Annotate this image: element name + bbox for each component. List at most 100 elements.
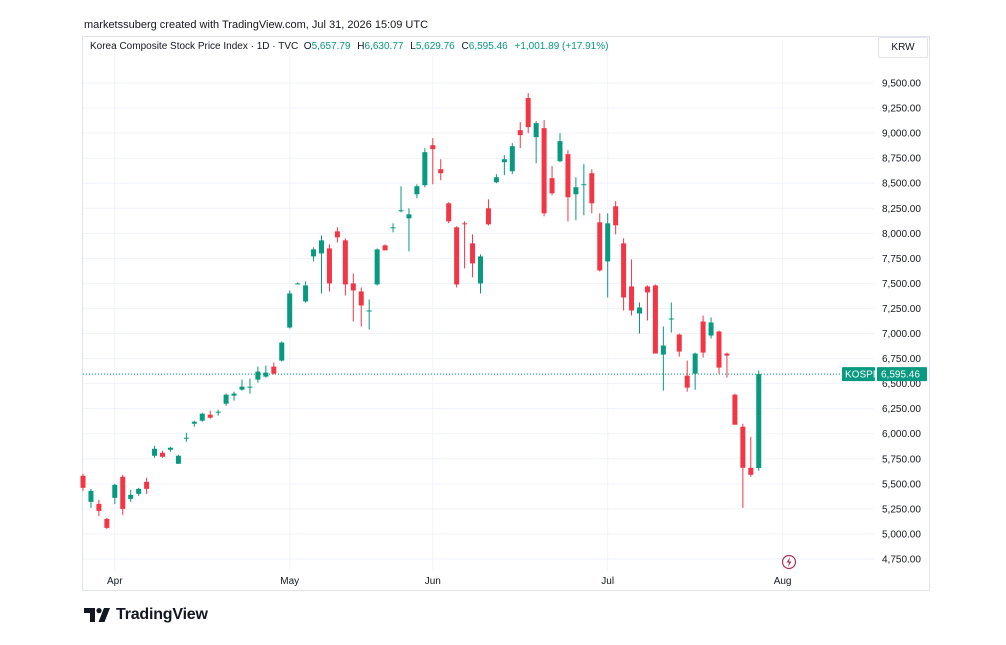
y-tick-label: 6,750.00 [882,354,921,365]
candle-body [167,447,173,450]
candle-body [470,243,476,264]
candle-body [716,331,722,368]
candle-body [279,342,285,361]
candle [732,393,738,425]
candle [239,379,245,391]
candle-body [311,249,317,257]
candle [485,199,491,226]
y-tick-label: 4,750.00 [882,554,921,565]
open-value: 5,657.79 [311,41,351,52]
candle-body [438,169,444,174]
candle [311,247,317,262]
candle [493,174,499,184]
candle [740,423,746,508]
ticker-label-box [842,367,875,382]
candle-body [144,481,150,489]
candle [581,164,587,216]
candle [414,184,420,199]
candle [629,259,635,316]
y-tick-label: 9,000.00 [882,129,921,140]
candle-body [748,467,754,475]
candle-body [668,318,674,320]
candle [207,410,213,419]
candle-body [342,240,348,285]
candle-body [485,208,491,225]
candle-body [334,231,340,238]
last-price-labels: KOSPI 6,595.46 [842,367,927,382]
candle-body [509,146,515,172]
candle-body [295,283,301,285]
high-label: H [357,41,365,52]
candle-body [239,386,245,390]
candle-body [414,186,420,195]
candle [191,420,197,427]
low-value: 5,629.76 [415,41,455,52]
candle-body [740,426,746,468]
candle [756,370,762,471]
candle [350,273,356,322]
candle [422,148,428,188]
candle [430,138,436,185]
candle [724,352,730,378]
candle [716,330,722,374]
y-tick-label: 6,000.00 [882,429,921,440]
candle [541,120,547,217]
candle [446,202,452,224]
candle-body [231,393,237,396]
candle-body [398,210,404,212]
candle [517,122,523,149]
candle [748,436,754,477]
candle-body [756,374,762,469]
candle [199,412,205,422]
candle [692,352,698,390]
candle-body [549,178,555,194]
candle [573,177,579,221]
candle-body [573,187,579,195]
y-tick-label: 8,500.00 [882,179,921,190]
candle-body [80,475,86,488]
candle [366,299,372,330]
candle [637,302,642,334]
candle [231,391,237,401]
candle-body [629,286,635,311]
candle-body [501,159,507,163]
candle [152,445,158,458]
candle-body [303,285,309,302]
candle [644,285,650,321]
candle-body [287,293,293,328]
candle-body [247,386,253,388]
x-tick-label: Apr [107,576,123,587]
candle [660,326,666,391]
tradingview-logo[interactable]: TradingView [84,605,208,625]
candle-body [160,452,165,457]
candle [96,499,102,516]
candle [80,473,86,491]
close-value: 6,595.46 [468,41,508,52]
currency-selector[interactable]: KRW [878,37,928,58]
candle [128,489,134,502]
low-label: L [410,41,416,52]
candle-body [112,484,118,498]
y-tick-label: 5,250.00 [882,504,921,515]
candle-body [517,130,523,136]
candle-body [430,145,436,150]
y-tick-label: 7,000.00 [882,329,921,340]
candle [700,315,706,358]
candle-body [120,476,126,509]
candle [708,317,714,339]
candle-body [374,249,380,285]
candle [509,143,515,175]
candle-body [366,310,372,312]
candle-body [493,177,499,183]
candle-body [223,394,229,404]
candle-body [525,98,531,128]
candle [676,333,682,357]
change-value: +1,001.89 (+17.91%) [514,41,609,52]
candle [160,450,165,458]
event-lightning-icon[interactable] [781,554,797,570]
candle-body [700,321,706,353]
candle [374,248,380,286]
grid-lines [83,40,874,570]
y-tick-label: 6,250.00 [882,404,921,415]
